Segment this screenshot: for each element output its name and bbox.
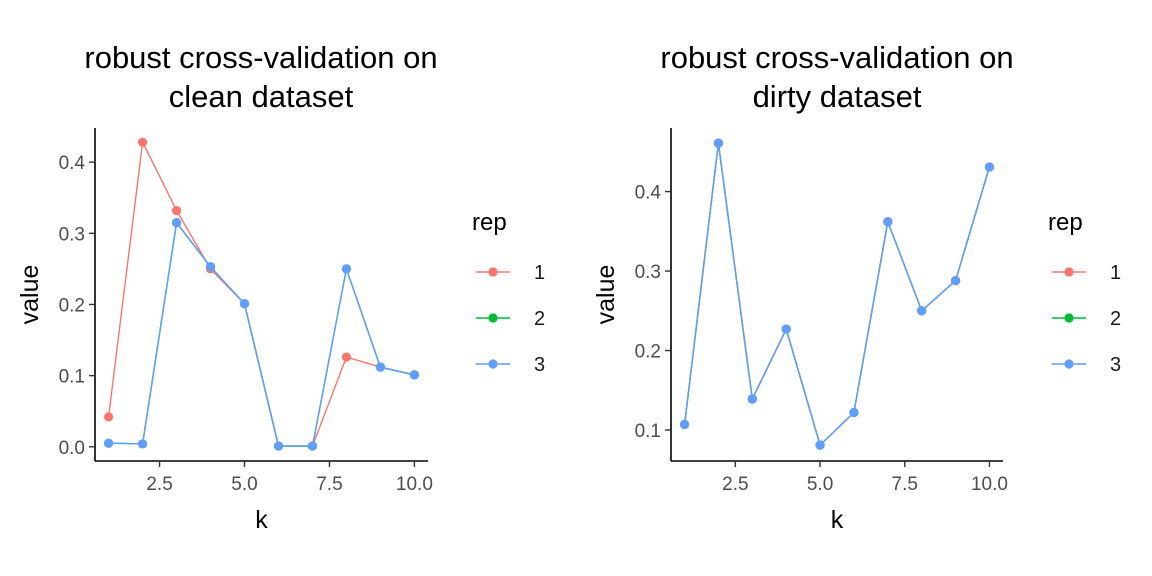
x-tick-label: 2.5 [722,474,748,495]
series-1 [103,137,420,451]
data-point [883,217,893,227]
legend-label: 3 [534,354,545,376]
series-2 [103,218,420,451]
legend-label: 3 [1110,354,1121,376]
y-tick-label: 0.3 [59,224,85,245]
y-tick-label: 0.4 [635,183,662,204]
x-tick-label: 7.5 [892,474,918,495]
y-axis-title: value [16,265,44,325]
y-axis-title: value [592,265,620,325]
x-tick-label: 10.0 [396,474,433,495]
chart-title-line: robust cross-validation on [660,40,1013,75]
data-point [171,218,182,228]
y-tick-label: 0.0 [59,438,85,459]
chart-title-line: clean dataset [169,79,354,114]
data-point [205,262,216,272]
series-line [108,220,415,447]
series-2 [679,138,995,450]
data-point [171,205,182,216]
data-point [273,441,284,451]
data-point [137,439,148,449]
x-axis-title: k [255,506,268,534]
series-1 [679,138,995,450]
x-tick-label: 7.5 [316,474,342,495]
data-point [307,441,318,451]
data-point [917,306,927,316]
x-axis-title: k [831,506,844,534]
legend-label: 1 [534,262,545,284]
legend-key-point [1064,267,1074,277]
y-tick-label: 0.1 [635,421,661,442]
legend-title: rep [1048,209,1083,236]
data-point [103,438,114,448]
legend: rep 1 2 3 [472,209,545,376]
data-point [341,352,352,362]
data-point [713,138,724,148]
data-point [747,394,757,404]
chart-panel-1: robust cross-validation on clean dataset 0… [16,40,545,534]
legend-title: rep [472,209,507,236]
chart-panel-2: robust cross-validation on dirty dataset 0… [592,40,1121,534]
chart-title-line: dirty dataset [753,79,922,114]
data-point [849,407,859,418]
x-tick-label: 5.0 [807,474,833,495]
x-tick-label: 10.0 [971,474,1008,495]
series-line [683,143,991,447]
series-line [107,139,415,447]
legend-label: 2 [534,308,545,330]
legend-label: 2 [1110,308,1121,330]
data-point [984,162,995,172]
series-line [683,143,991,447]
x-tick-label: 5.0 [231,474,257,495]
data-point [103,412,114,422]
legend-key-point [1064,313,1074,323]
data-point [781,324,791,334]
data-point [815,440,825,450]
y-tick-label: 0.1 [59,367,85,388]
data-point [679,419,690,430]
data-point [375,362,386,372]
data-point [137,137,148,147]
series-3 [679,138,995,450]
chart-title-line: robust cross-validation on [84,40,437,75]
y-tick-label: 0.3 [635,262,661,283]
y-tick-label: 0.2 [59,295,85,316]
legend-label: 1 [1110,262,1121,284]
series-line [683,143,991,447]
legend-key-point [488,267,498,277]
series-3 [103,218,420,451]
x-tick-label: 2.5 [146,474,172,495]
data-point [341,264,352,274]
legend-key-point [488,313,498,323]
y-tick-label: 0.2 [635,342,661,363]
data-point [409,370,420,380]
legend: rep 1 2 3 [1048,209,1121,376]
data-point [950,275,961,286]
data-point [239,299,250,309]
y-tick-label: 0.4 [59,153,86,174]
legend-key-point [1064,359,1074,369]
legend-key-point [488,359,498,369]
